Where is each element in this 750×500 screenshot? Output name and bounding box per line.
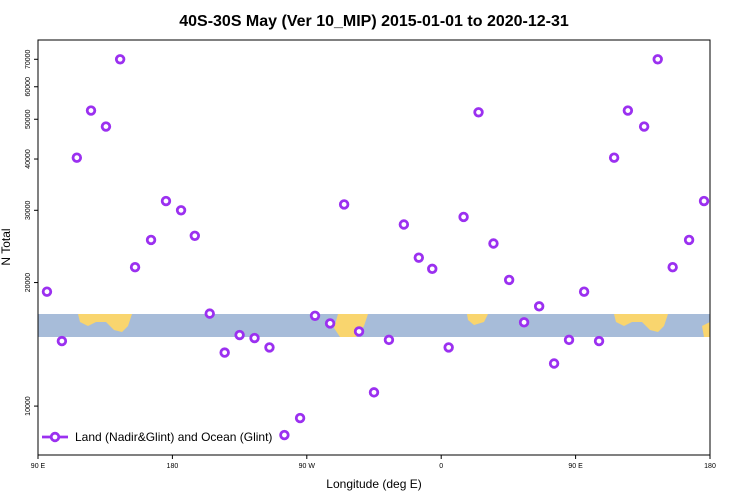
data-point <box>443 342 454 353</box>
data-point <box>145 234 157 246</box>
x-tick-label: 0 <box>439 463 443 470</box>
data-point <box>160 195 172 207</box>
data-point <box>249 332 260 344</box>
data-point <box>593 335 605 347</box>
data-point <box>264 342 275 353</box>
data-point <box>427 263 438 275</box>
y-tick-label: 10000 <box>25 396 32 416</box>
legend-label: Land (Nadir&Glint) and Ocean (Glint) <box>75 430 272 444</box>
x-tick-label: 90 E <box>568 463 583 470</box>
data-point <box>204 308 215 319</box>
x-axis-label: Longitude (deg E) <box>326 477 421 491</box>
map-strip <box>38 314 710 337</box>
y-tick-label: 40000 <box>25 149 32 169</box>
plot-frame <box>37 39 711 456</box>
data-point <box>698 195 710 207</box>
data-point <box>608 152 620 163</box>
data-point <box>41 286 53 297</box>
data-point <box>294 412 306 424</box>
data-point <box>309 310 321 321</box>
data-point <box>413 252 424 263</box>
data-point <box>338 199 350 210</box>
y-tick-label: 30000 <box>25 200 32 220</box>
data-point <box>279 429 290 441</box>
data-point <box>683 234 695 246</box>
x-tick-label: 90 E <box>31 463 46 470</box>
data-point <box>667 261 678 273</box>
x-tick-label: 90 W <box>299 463 316 470</box>
data-point <box>548 358 560 369</box>
data-point <box>219 347 230 358</box>
data-point <box>652 54 663 65</box>
data-point <box>638 121 650 132</box>
data-point <box>189 230 200 241</box>
data-point <box>518 317 530 328</box>
data-point <box>622 105 634 116</box>
y-tick-label: 70000 <box>25 49 32 69</box>
data-point <box>533 301 545 312</box>
data-point <box>458 211 469 223</box>
data-point <box>324 318 336 329</box>
data-point <box>175 205 187 216</box>
data-point <box>234 329 245 341</box>
data-point <box>114 54 126 65</box>
legend-marker <box>49 431 61 443</box>
y-axis-label: N Total <box>0 228 13 265</box>
data-point <box>56 335 68 347</box>
data-point <box>563 334 575 346</box>
chart-title: 40S-30S May (Ver 10_MIP) 2015-01-01 to 2… <box>179 13 569 30</box>
data-point <box>368 387 380 398</box>
y-tick-label: 50000 <box>25 109 32 129</box>
data-point <box>398 219 410 230</box>
data-point <box>503 274 515 286</box>
x-tick-label: 180 <box>704 463 716 470</box>
data-point <box>100 121 112 132</box>
data-point <box>85 105 97 116</box>
data-point <box>578 286 590 297</box>
data-point <box>71 152 83 163</box>
data-point <box>383 334 395 346</box>
x-tick-label: 180 <box>167 463 179 470</box>
data-point <box>473 107 484 118</box>
data-point <box>129 261 141 273</box>
data-point <box>488 238 499 249</box>
data-point <box>353 326 365 337</box>
y-tick-label: 20000 <box>25 273 32 293</box>
y-tick-label: 60000 <box>25 77 32 97</box>
